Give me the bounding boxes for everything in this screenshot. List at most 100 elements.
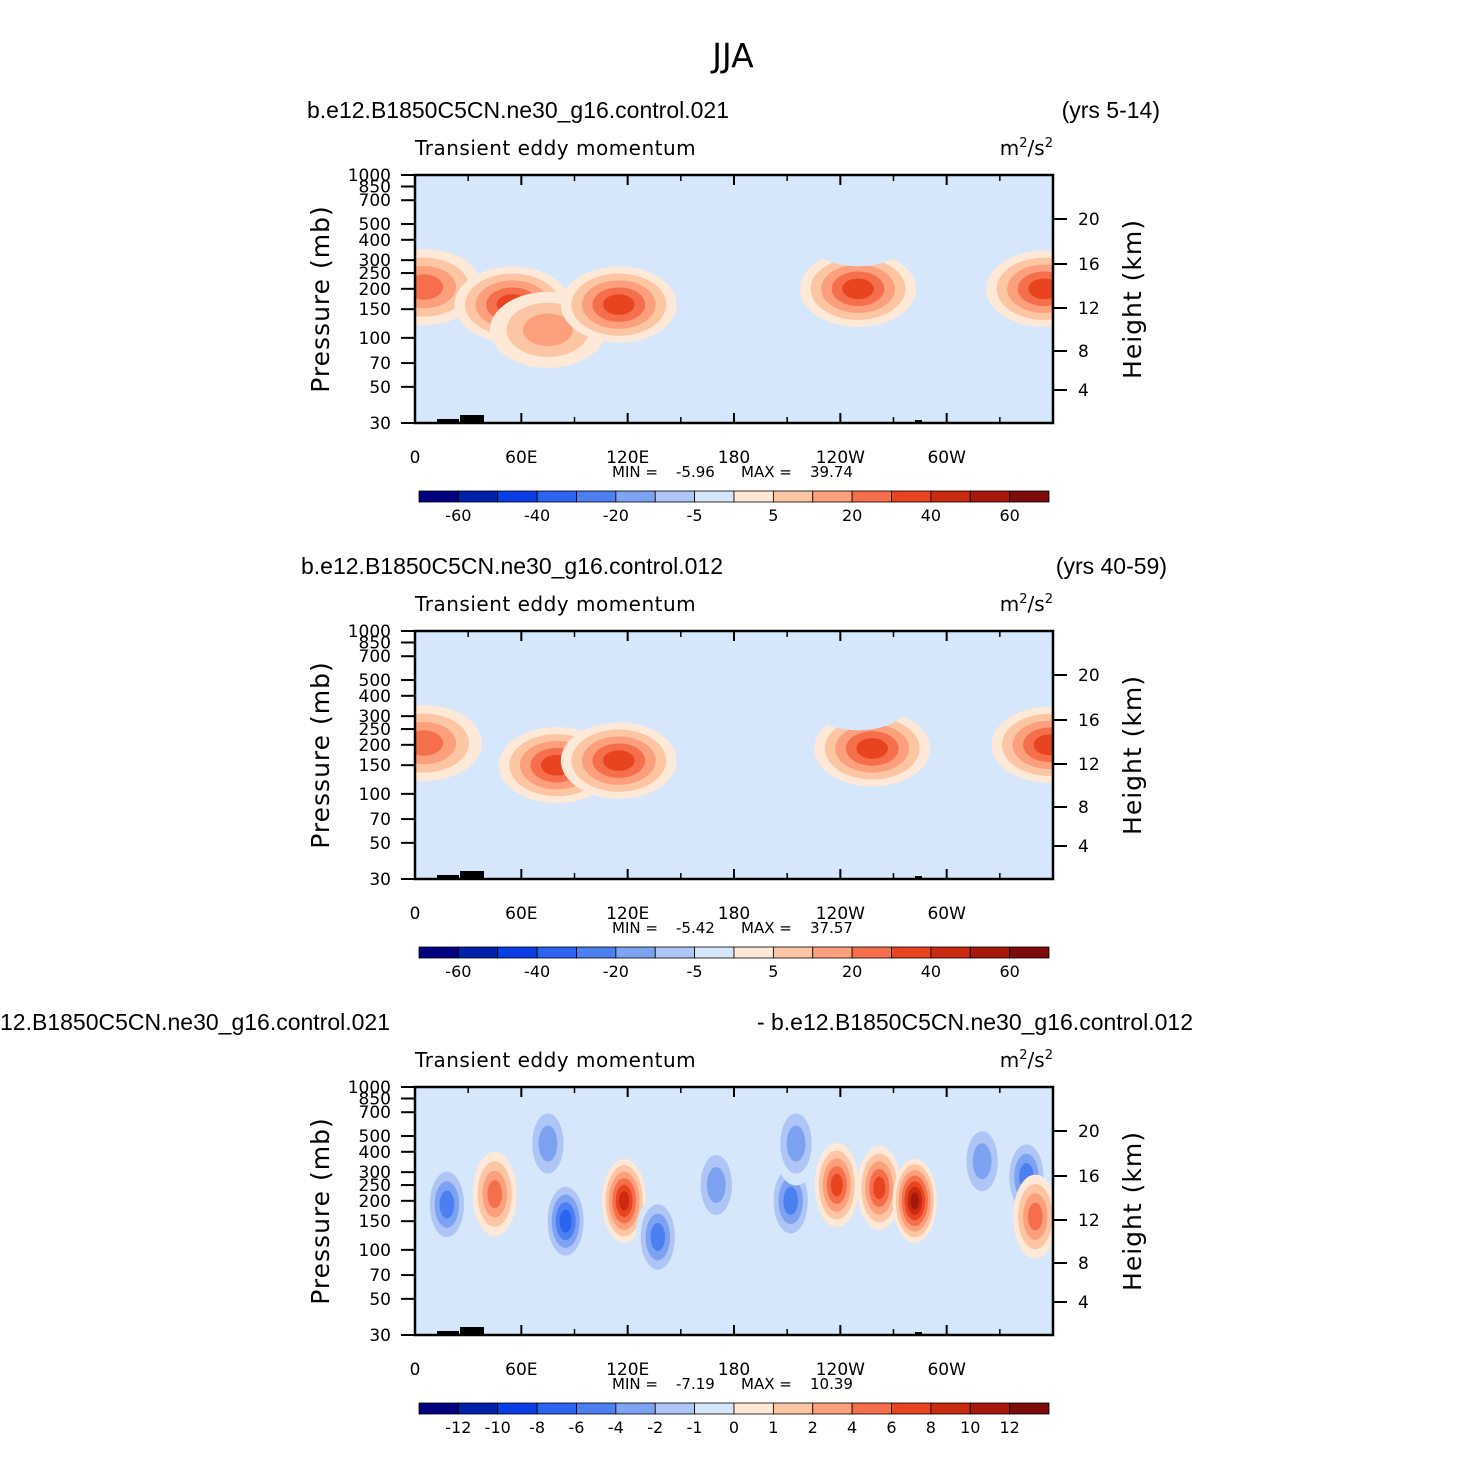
case-name-right: (yrs 40-59) <box>1056 553 1167 579</box>
colorbar-swatch <box>654 946 696 959</box>
colorbar-label: 20 <box>842 962 862 981</box>
field-contour <box>439 1190 455 1219</box>
min-max-readout: MIN = -7.19 MAX = 10.39 <box>612 1375 853 1393</box>
lon-tick-label: 60E <box>505 1360 537 1380</box>
colorbar-swatch <box>536 1402 577 1415</box>
y-axis-label-left: Pressure (mb) <box>306 661 335 848</box>
y-axis-label-right: Height (km) <box>1118 675 1147 835</box>
colorbar-label: 5 <box>768 962 778 981</box>
colorbar-swatch <box>891 1402 932 1415</box>
field-contour <box>856 738 889 759</box>
pressure-tick-label: 700 <box>359 1103 391 1123</box>
field-contour <box>559 1209 572 1233</box>
field-contour <box>800 190 917 267</box>
panel-2: b.e12.B1850C5CN.ne30_g16.control.012 (yrs… <box>301 553 1167 981</box>
pressure-tick-label: 200 <box>359 280 391 300</box>
y-axis-label-left: Pressure (mb) <box>306 205 335 392</box>
lon-tick-label: 120E <box>606 904 649 924</box>
colorbar-swatch <box>576 1402 617 1415</box>
pressure-tick-label: 1000 <box>348 622 391 642</box>
colorbar-label: 12 <box>999 1418 1019 1437</box>
units-label: m2/s2 <box>1000 136 1053 160</box>
colorbar-swatch <box>576 490 617 503</box>
field-area <box>415 631 1053 879</box>
colorbar-swatch <box>733 490 774 503</box>
pressure-tick-label: 50 <box>369 378 391 398</box>
pressure-tick-label: 700 <box>359 647 391 667</box>
height-tick-label: 16 <box>1078 711 1100 731</box>
lon-tick-label: 0 <box>410 1360 421 1380</box>
colorbar-swatch <box>891 490 932 503</box>
field-contour <box>538 1125 558 1162</box>
colorbar-swatch <box>497 946 538 959</box>
lon-tick-label: 180 <box>718 1360 750 1380</box>
colorbar-label: 60 <box>999 506 1019 525</box>
field-contour <box>800 654 917 731</box>
pressure-tick-label: 30 <box>369 1326 391 1346</box>
field-background <box>415 1087 1053 1335</box>
colorbar-label: 4 <box>847 1418 857 1437</box>
y-axis-label-left: Pressure (mb) <box>306 1117 335 1304</box>
colorbar-label: -60 <box>445 962 471 981</box>
colorbar-swatch <box>772 946 814 959</box>
height-tick-label: 16 <box>1078 1167 1100 1187</box>
height-tick-label: 20 <box>1078 666 1100 686</box>
pressure-tick-label: 200 <box>359 1192 391 1212</box>
pressure-tick-label: 50 <box>369 1290 391 1310</box>
colorbar-label: -12 <box>445 1418 471 1437</box>
colorbar-swatch <box>969 946 1011 959</box>
case-name-right: - b.e12.B1850C5CN.ne30_g16.control.012 <box>757 1009 1193 1035</box>
y-axis-label-right: Height (km) <box>1118 219 1147 379</box>
colorbar-label: 0 <box>729 1418 739 1437</box>
lon-tick-label: 0 <box>410 448 421 468</box>
colorbar-swatch <box>772 490 814 503</box>
pressure-tick-label: 300 <box>359 707 391 727</box>
field-area <box>415 1087 1053 1335</box>
colorbar-swatch <box>615 1402 656 1415</box>
colorbar-swatch <box>536 490 577 503</box>
pressure-tick-label: 500 <box>359 1127 391 1147</box>
y-axis-label-right: Height (km) <box>1118 1131 1147 1291</box>
field-contour <box>463 175 580 250</box>
pressure-tick-label: 250 <box>359 720 391 740</box>
field-contour <box>415 274 444 300</box>
pressure-tick-label: 250 <box>359 1176 391 1196</box>
colorbar-label: -40 <box>524 506 550 525</box>
panel-title: Transient eddy momentum <box>414 592 696 616</box>
colorbar-swatch <box>536 946 577 959</box>
lon-tick-label: 60E <box>505 904 537 924</box>
colorbar-swatch <box>812 490 853 503</box>
field-contour <box>783 1186 799 1215</box>
panel-1: b.e12.B1850C5CN.ne30_g16.control.021 (yrs… <box>306 97 1160 525</box>
field-contour <box>602 750 635 771</box>
pressure-tick-label: 100 <box>359 785 391 805</box>
colorbar-swatch <box>418 1402 459 1415</box>
pressure-tick-label: 300 <box>359 251 391 271</box>
colorbar-swatch <box>418 946 459 959</box>
colorbar-label: -60 <box>445 506 471 525</box>
colorbar-swatch <box>930 490 971 503</box>
colorbar-label: -5 <box>687 506 703 525</box>
lon-tick-label: 120E <box>606 1360 649 1380</box>
colorbar-swatch <box>733 1402 774 1415</box>
field-contour <box>910 1192 920 1210</box>
pressure-tick-label: 150 <box>359 300 391 320</box>
colorbar-label: -20 <box>603 962 629 981</box>
colorbar-label: -8 <box>529 1418 545 1437</box>
colorbar-label: 60 <box>999 962 1019 981</box>
case-name-right: (yrs 5-14) <box>1062 97 1160 123</box>
lon-tick-label: 60W <box>927 448 966 468</box>
height-tick-label: 8 <box>1078 798 1089 818</box>
colorbar-label: 8 <box>926 1418 936 1437</box>
height-tick-label: 4 <box>1078 837 1089 857</box>
pressure-tick-label: 250 <box>359 264 391 284</box>
colorbar-swatch <box>457 490 499 503</box>
lon-tick-label: 120W <box>816 448 865 468</box>
colorbar-label: 2 <box>808 1418 818 1437</box>
colorbar-swatch <box>812 1402 853 1415</box>
units-label: m2/s2 <box>1000 592 1053 616</box>
topography-mark <box>915 1332 922 1335</box>
colorbar-swatch <box>851 1402 892 1415</box>
colorbar-swatch <box>851 946 892 959</box>
